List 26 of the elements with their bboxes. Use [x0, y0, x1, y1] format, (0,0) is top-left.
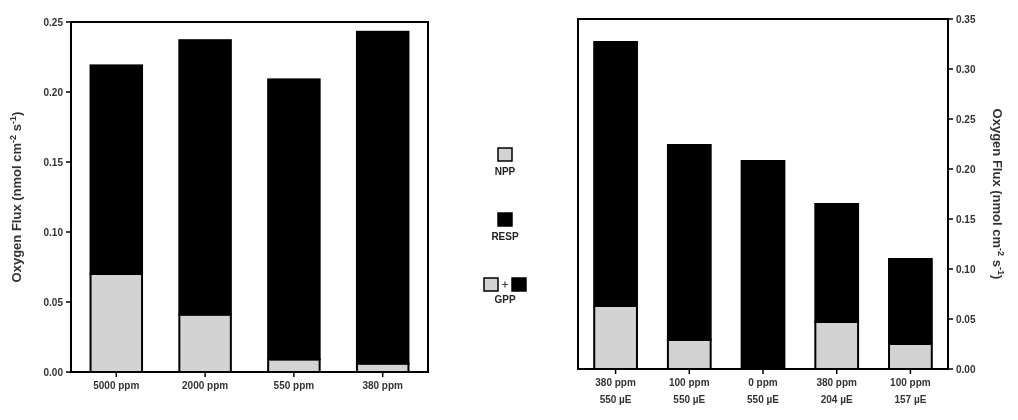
y2-tick-label: 0.25	[956, 113, 976, 125]
x-tick-label: 380 ppm 550 µE	[595, 377, 636, 405]
x-tick-label: 5000 ppm	[93, 380, 140, 391]
y2-tick-label: 0.30	[956, 63, 976, 75]
y-tick-label: 0.20	[43, 86, 64, 98]
y2-tick-label: 0.15	[956, 213, 976, 225]
y-tick-label: 0.05	[43, 296, 64, 308]
x-tick-label: 2000 ppm	[182, 380, 229, 391]
x-tick-label: 0 ppm 550 µE	[747, 377, 780, 405]
legend-label: RESP	[491, 231, 519, 242]
x-tick-label: 100 ppm 157 µE	[890, 377, 931, 405]
x-tick-label: 380 ppm 204 µE	[816, 377, 858, 405]
x-tick-label: 380 ppm	[362, 380, 404, 391]
y2-tick-label: 0.10	[956, 263, 976, 275]
y2-tick-label: 0.35	[956, 13, 976, 25]
text: GPP	[494, 294, 516, 305]
y-tick-label: 0.15	[43, 156, 64, 168]
x-tick-label: 100 ppm 550 µE	[669, 377, 710, 405]
legend-label: NPP	[494, 166, 516, 177]
y-tick-label: 0.00	[43, 366, 64, 378]
y2-tick-label: 0.20	[956, 163, 976, 175]
y2-tick-label: 0.00	[956, 363, 976, 375]
y-tick-label: 0.25	[43, 16, 64, 28]
y-tick-label: 0.10	[43, 226, 64, 238]
y2-tick-label: 0.05	[956, 313, 976, 325]
x-tick-label: 550 ppm	[273, 380, 315, 391]
